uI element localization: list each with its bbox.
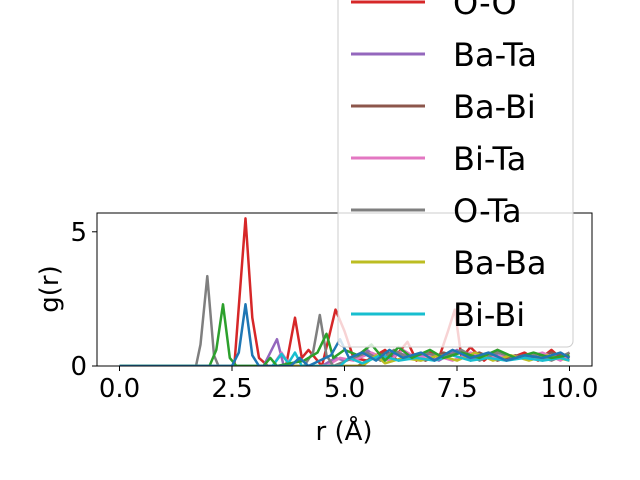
series-layer: [119, 217, 571, 366]
legend-label-ba-ba: Ba-Ba: [453, 244, 547, 282]
legend-box: [337, 0, 574, 348]
legend-label-ba-ta: Ba-Ta: [453, 36, 537, 74]
legend-label-bi-ta: Bi-Ta: [453, 140, 526, 178]
legend-label-o-ta: O-Ta: [453, 192, 522, 230]
series-line-bi-bi: [119, 351, 570, 366]
y-tick-label: 5: [70, 218, 87, 248]
x-tick-label: 5.0: [324, 374, 365, 404]
y-axis-label: g(r): [35, 265, 65, 312]
legend-label-o-o: O-O: [453, 0, 517, 22]
x-axis-label: r (Å): [315, 415, 372, 447]
legend-label-ba-bi: Ba-Bi: [453, 88, 536, 126]
x-tick-label: 10.0: [541, 374, 599, 404]
y-tick-label: 0: [70, 352, 87, 382]
legend-label-bi-bi: Bi-Bi: [453, 296, 525, 334]
x-tick-label: 2.5: [211, 374, 252, 404]
ticks-layer: 0.0 2.5 5.0 7.5 10.0 0 5: [70, 218, 598, 404]
series-line-bi-o: [119, 303, 571, 366]
legend: O-O Ba-Ta Ba-Bi Bi-Ta O-Ta Ba-Ba Bi-Bi: [337, 0, 574, 348]
x-tick-label: 0.0: [99, 374, 140, 404]
x-tick-label: 7.5: [436, 374, 477, 404]
